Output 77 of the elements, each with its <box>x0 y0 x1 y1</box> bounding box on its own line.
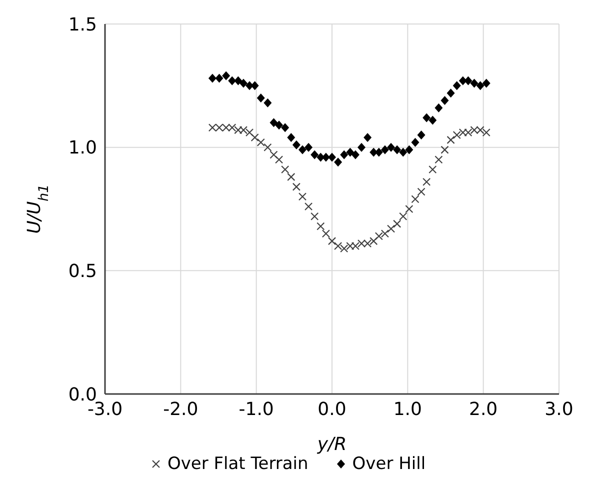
point <box>399 212 408 220</box>
point <box>440 96 449 105</box>
x-tick-label: 0.0 <box>318 398 346 420</box>
legend-label: Over Hill <box>352 454 426 474</box>
legend-label: Over Flat Terrain <box>167 454 308 474</box>
y-tick-label: 1.5 <box>68 14 97 36</box>
point <box>310 212 319 220</box>
point <box>411 195 420 204</box>
y-tick-label: 0.5 <box>68 261 97 282</box>
point <box>264 143 272 152</box>
point <box>304 202 313 211</box>
point <box>452 81 461 90</box>
point <box>328 152 336 162</box>
point <box>215 74 224 83</box>
point <box>428 165 437 174</box>
point <box>322 230 330 238</box>
x-tick-label: 2.0 <box>469 398 498 420</box>
point <box>434 103 443 112</box>
point <box>346 148 354 157</box>
point <box>281 165 290 174</box>
point <box>287 172 296 181</box>
point <box>274 156 284 164</box>
point <box>417 130 426 140</box>
point <box>482 78 490 88</box>
point <box>334 158 342 167</box>
point <box>292 140 300 150</box>
point <box>393 220 402 228</box>
x-tick-label: -2.0 <box>163 398 198 420</box>
point <box>250 133 259 142</box>
point <box>446 88 455 98</box>
point <box>310 150 319 160</box>
point <box>351 150 360 160</box>
point <box>298 192 307 201</box>
point <box>328 237 336 246</box>
point <box>470 78 478 88</box>
x-tick-label: 1.0 <box>393 398 422 420</box>
x-tick-label: -1.0 <box>238 398 274 420</box>
point <box>316 222 325 230</box>
point <box>422 113 431 122</box>
point <box>222 71 230 80</box>
point <box>380 145 389 154</box>
point <box>281 123 290 132</box>
point <box>287 132 296 142</box>
point <box>292 182 300 191</box>
x-tick-label: 3.0 <box>544 398 574 420</box>
point <box>275 120 284 130</box>
point <box>228 76 236 86</box>
point <box>417 188 426 196</box>
point <box>405 204 414 214</box>
point <box>298 145 306 154</box>
point <box>270 150 278 159</box>
point <box>304 142 313 152</box>
point <box>234 76 242 86</box>
point <box>270 118 278 128</box>
y-tick-label: 0.0 <box>68 384 97 406</box>
point <box>208 74 216 83</box>
point <box>386 224 396 233</box>
point <box>440 146 449 154</box>
y-tick-label: 1.0 <box>68 138 97 159</box>
point <box>264 98 272 108</box>
point <box>340 150 348 160</box>
point <box>256 138 265 146</box>
point <box>446 136 455 144</box>
point <box>399 148 408 157</box>
point <box>364 132 372 142</box>
point <box>239 78 248 88</box>
point <box>422 178 431 186</box>
point <box>393 145 402 154</box>
x-axis-title: y/R <box>316 434 347 455</box>
point <box>411 138 420 147</box>
point <box>387 142 396 152</box>
point <box>434 156 443 164</box>
point <box>358 142 366 152</box>
point <box>256 94 265 102</box>
point <box>428 116 437 125</box>
point <box>405 145 414 154</box>
point <box>476 81 484 90</box>
